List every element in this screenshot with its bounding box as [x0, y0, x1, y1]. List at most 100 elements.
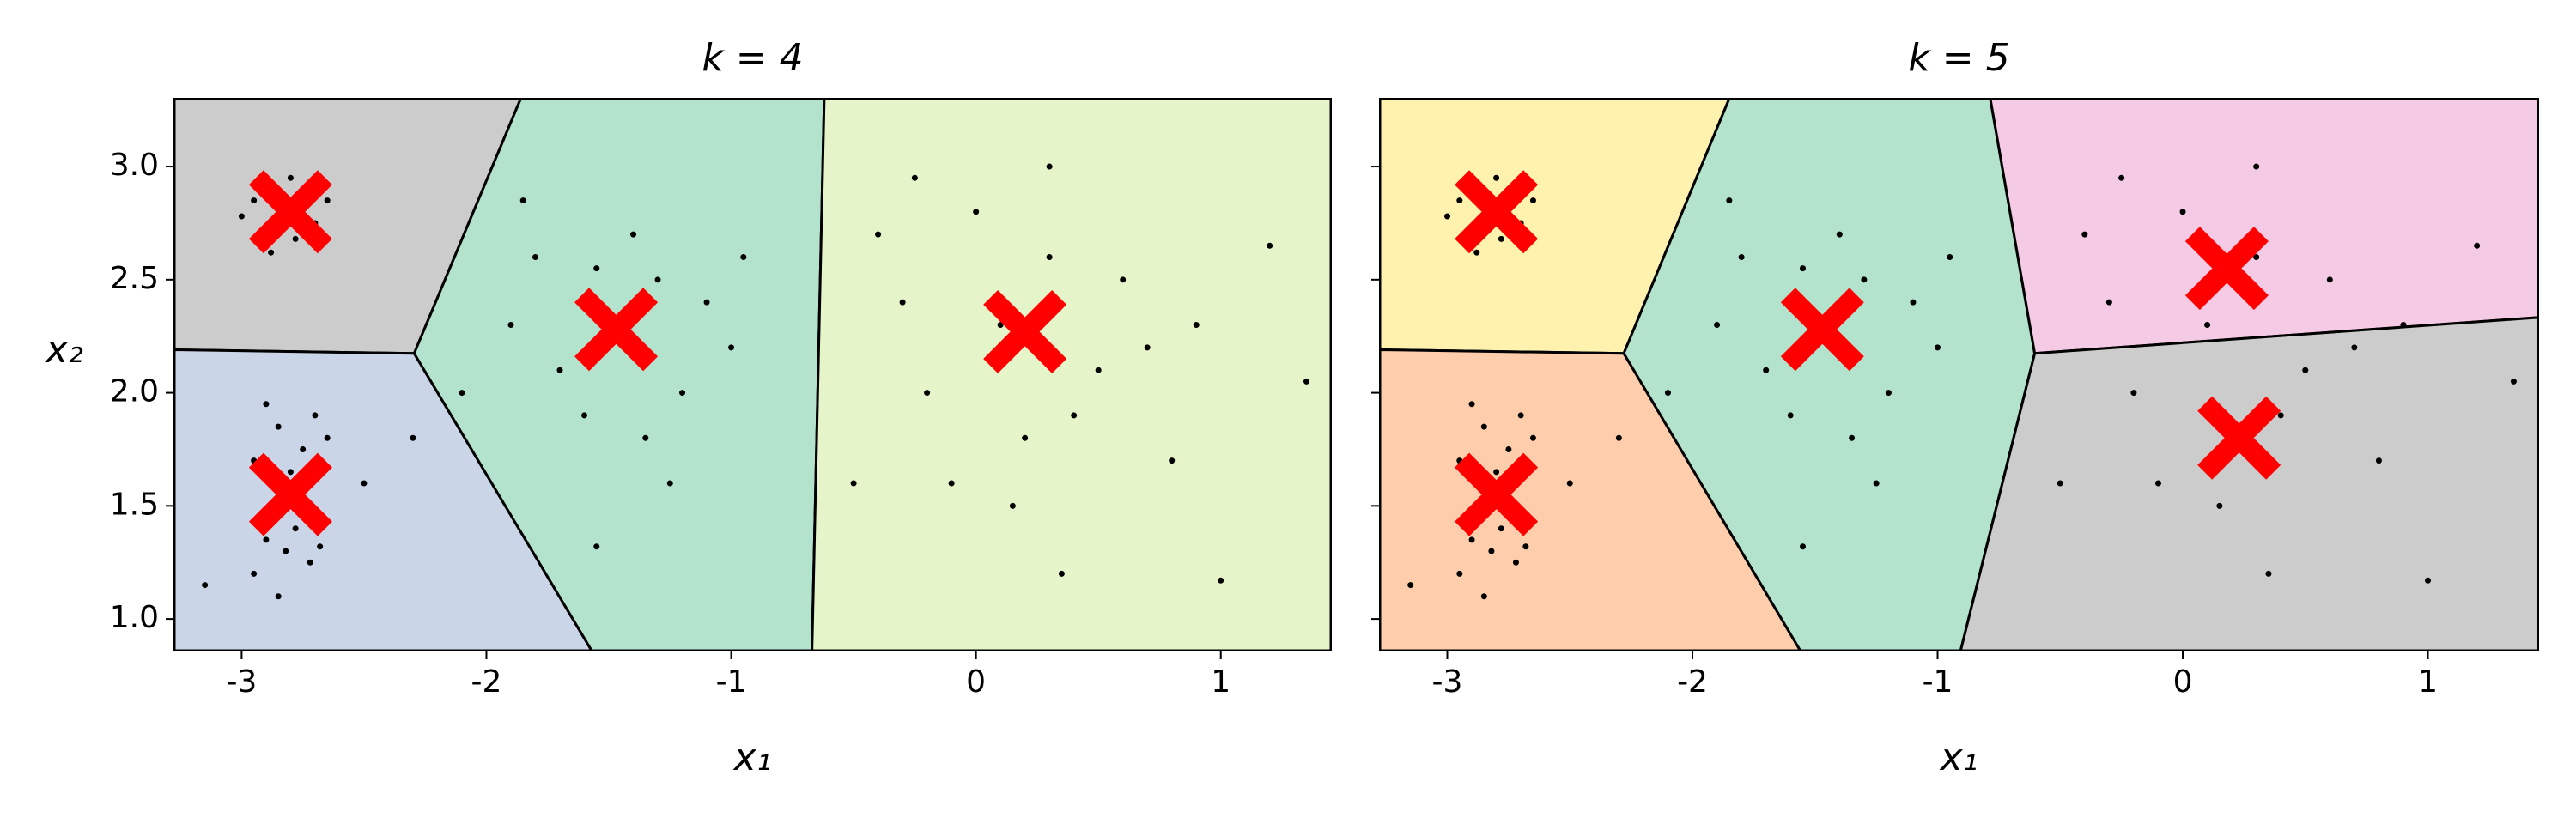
y-tick-label: 2.5 — [110, 261, 159, 296]
data-point — [654, 276, 661, 283]
data-point — [1493, 469, 1500, 476]
data-point — [1444, 213, 1451, 220]
data-point — [324, 197, 331, 204]
centroid — [1780, 288, 1864, 372]
data-point — [2253, 253, 2260, 260]
data-point — [292, 235, 299, 242]
data-point — [324, 434, 331, 441]
y-tick-label: 1.0 — [110, 600, 159, 635]
x-tick-label: -2 — [471, 664, 502, 700]
data-point — [2253, 163, 2260, 170]
centroid — [1455, 452, 1539, 536]
data-point — [2351, 344, 2358, 351]
data-point — [1120, 276, 1127, 283]
data-point — [2130, 390, 2137, 397]
data-point — [1799, 265, 1806, 272]
data-point — [1058, 570, 1065, 577]
data-point — [287, 469, 294, 476]
region — [1989, 99, 2538, 355]
data-point — [1046, 163, 1053, 170]
data-point — [1071, 412, 1078, 419]
data-point — [740, 253, 747, 260]
data-point — [519, 197, 526, 204]
data-point — [2179, 209, 2186, 215]
data-point — [251, 197, 258, 204]
data-point — [1738, 253, 1745, 260]
data-point — [1517, 412, 1524, 419]
data-point — [275, 593, 282, 600]
plot: -3 -2 -1 0 1 1.0 1.5 2.0 2.5 3.0 k = 4 x₁ x₂ — [44, 36, 1332, 779]
y-tick-label: 1.5 — [110, 487, 159, 522]
data-point — [1473, 249, 1480, 256]
data-point — [1144, 344, 1151, 351]
data-point — [275, 423, 282, 430]
data-point — [2277, 412, 2284, 419]
data-point — [1009, 502, 1016, 509]
data-point — [1505, 445, 1512, 452]
data-point — [292, 525, 299, 532]
data-point — [1664, 390, 1671, 397]
data-point — [202, 582, 209, 589]
data-point — [1836, 231, 1843, 238]
axes-frame — [173, 98, 1332, 651]
data-point — [1498, 525, 1504, 532]
region — [1959, 316, 2538, 651]
data-point — [679, 390, 686, 397]
data-point — [2105, 299, 2112, 306]
data-point — [1947, 253, 1953, 260]
data-point — [317, 543, 324, 550]
plot-area — [1380, 99, 2538, 651]
data-point — [1714, 322, 1721, 329]
data-point — [2302, 367, 2309, 373]
data-point — [2154, 480, 2161, 487]
plot: -3 -2 -1 0 1 k = 5 x₁ — [1371, 36, 2539, 779]
data-point — [532, 253, 538, 260]
centroid — [574, 288, 659, 372]
data-point — [924, 390, 931, 397]
plot-area — [174, 99, 1331, 651]
chart-title: k = 5 — [1908, 36, 2009, 80]
data-point — [2204, 322, 2211, 329]
data-point — [1488, 548, 1495, 554]
data-point — [1910, 299, 1917, 306]
x-tick-label: 0 — [966, 664, 986, 700]
x-tick-label: 0 — [2173, 664, 2193, 700]
data-point — [1267, 242, 1273, 249]
data-point — [1512, 559, 1519, 566]
data-point — [703, 299, 710, 306]
data-point — [507, 322, 514, 329]
data-point — [1480, 423, 1487, 430]
data-point — [2265, 570, 2272, 577]
data-point — [875, 231, 882, 238]
centroid — [2197, 396, 2281, 480]
data-point — [1498, 235, 1504, 242]
data-point — [251, 570, 258, 577]
x-tick-label: -1 — [1923, 664, 1953, 700]
centroid — [248, 452, 332, 536]
data-point — [1480, 593, 1487, 600]
data-point — [642, 434, 649, 441]
data-point — [1522, 543, 1529, 550]
data-point — [361, 480, 368, 487]
data-point — [1566, 480, 1573, 487]
data-point — [997, 322, 1004, 329]
data-point — [630, 231, 637, 238]
data-point — [1218, 577, 1224, 584]
data-point — [2474, 242, 2481, 249]
data-point — [410, 434, 416, 441]
data-point — [268, 249, 275, 256]
data-point — [911, 174, 918, 181]
data-point — [2118, 174, 2125, 181]
data-point — [1303, 378, 1309, 385]
data-point — [1849, 434, 1856, 441]
data-point — [1615, 434, 1622, 441]
data-point — [2425, 577, 2432, 584]
data-point — [2081, 231, 2088, 238]
x-tick-label: -1 — [716, 664, 747, 700]
data-point — [263, 401, 270, 408]
data-point — [283, 548, 289, 554]
data-point — [1787, 412, 1794, 419]
data-point — [973, 209, 980, 215]
x-tick-label: -3 — [226, 664, 257, 700]
